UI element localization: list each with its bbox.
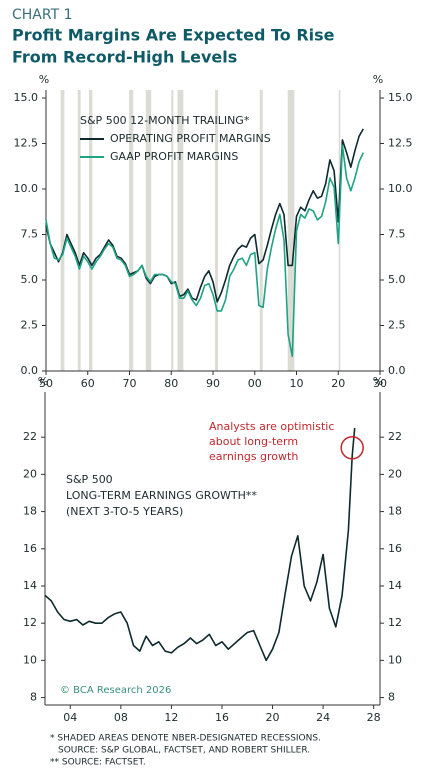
y-tick-label: 22 xyxy=(23,430,37,443)
series-label: LONG-TERM EARNINGS GROWTH** xyxy=(66,489,257,502)
y-tick-label: 14 xyxy=(23,579,37,592)
y-tick-label: 10.0 xyxy=(14,182,39,195)
y-tick-label: 15.0 xyxy=(388,91,413,104)
y-tick-label: 18 xyxy=(388,505,402,518)
recession-band xyxy=(259,90,263,371)
y-tick-label: 18 xyxy=(23,505,37,518)
y-tick-label: 14 xyxy=(388,579,402,592)
y-tick-label: 20 xyxy=(23,467,37,480)
title-line: Profit Margins Are Expected To Rise xyxy=(12,26,335,45)
x-tick-label: 80 xyxy=(164,377,178,390)
kicker: CHART 1 xyxy=(12,7,73,23)
y-tick-label: 5.0 xyxy=(388,273,406,286)
y-tick-label: 22 xyxy=(388,430,402,443)
series-label: (NEXT 3-TO-5 YEARS) xyxy=(66,505,183,518)
x-tick-label: 20 xyxy=(266,711,280,724)
recession-band xyxy=(215,90,219,371)
series-line xyxy=(45,144,365,358)
y-unit: % xyxy=(38,375,48,388)
recession-band xyxy=(129,90,134,371)
title-line: From Record-High Levels xyxy=(12,48,237,67)
x-tick-label: 12 xyxy=(164,711,178,724)
y-unit: % xyxy=(373,73,383,86)
y-tick-label: 20 xyxy=(388,467,402,480)
footnote: * SHADED AREAS DENOTE NBER-DESIGNATED RE… xyxy=(50,734,321,744)
series-label: S&P 500 xyxy=(66,473,113,486)
annotation: about long-term xyxy=(209,435,298,448)
x-tick-label: 04 xyxy=(63,711,77,724)
y-tick-label: 0.0 xyxy=(21,364,39,377)
highlight-circle xyxy=(340,436,364,460)
legend-title: S&P 500 12-MONTH TRAILING* xyxy=(80,114,250,127)
footnote: SOURCE: S&P GLOBAL, FACTSET, AND ROBERT … xyxy=(58,746,310,756)
y-tick-label: 7.5 xyxy=(21,228,39,241)
watermark: © BCA Research 2026 xyxy=(60,685,171,696)
x-tick-label: 30 xyxy=(373,377,387,390)
y-tick-label: 8 xyxy=(30,691,37,704)
y-tick-label: 12 xyxy=(23,616,37,629)
x-tick-label: 20 xyxy=(331,377,345,390)
y-tick-label: 15.0 xyxy=(14,91,39,104)
recession-band xyxy=(145,90,152,371)
x-tick-label: 90 xyxy=(206,377,220,390)
y-tick-label: 2.5 xyxy=(388,319,406,332)
x-tick-label: 50 xyxy=(39,377,53,390)
series-line xyxy=(44,427,356,662)
y-tick-label: 7.5 xyxy=(388,228,406,241)
y-tick-label: 8 xyxy=(388,691,395,704)
x-tick-label: 08 xyxy=(114,711,128,724)
y-unit: % xyxy=(373,375,383,388)
recession-band xyxy=(177,90,184,371)
legend-label: GAAP PROFIT MARGINS xyxy=(110,150,238,163)
x-tick-label: 10 xyxy=(290,377,304,390)
x-tick-label: 70 xyxy=(123,377,137,390)
y-tick-label: 12 xyxy=(388,616,402,629)
y-tick-label: 10 xyxy=(23,653,37,666)
legend-label: OPERATING PROFIT MARGINS xyxy=(110,132,271,145)
y-unit: % xyxy=(39,73,49,86)
footnote: ** SOURCE: FACTSET. xyxy=(50,758,146,768)
y-tick-label: 0.0 xyxy=(388,364,406,377)
y-tick-label: 10.0 xyxy=(388,182,413,195)
series-line xyxy=(45,128,364,303)
y-tick-label: 2.5 xyxy=(21,319,39,332)
x-tick-label: 24 xyxy=(316,711,330,724)
y-tick-label: 10 xyxy=(388,653,402,666)
y-tick-label: 12.5 xyxy=(14,137,39,150)
recession-band xyxy=(171,90,174,371)
recession-band xyxy=(77,90,81,371)
x-tick-label: 00 xyxy=(248,377,262,390)
y-tick-label: 5.0 xyxy=(21,273,39,286)
x-tick-label: 60 xyxy=(81,377,95,390)
x-tick-label: 28 xyxy=(367,711,381,724)
x-tick-label: 16 xyxy=(215,711,229,724)
recession-band xyxy=(89,90,93,371)
y-tick-label: 12.5 xyxy=(388,137,413,150)
annotation: earnings growth xyxy=(209,450,298,463)
recession-band xyxy=(60,90,65,371)
recession-band xyxy=(287,90,295,371)
y-tick-label: 16 xyxy=(23,542,37,555)
annotation: Analysts are optimistic xyxy=(209,420,334,433)
y-tick-label: 16 xyxy=(388,542,402,555)
